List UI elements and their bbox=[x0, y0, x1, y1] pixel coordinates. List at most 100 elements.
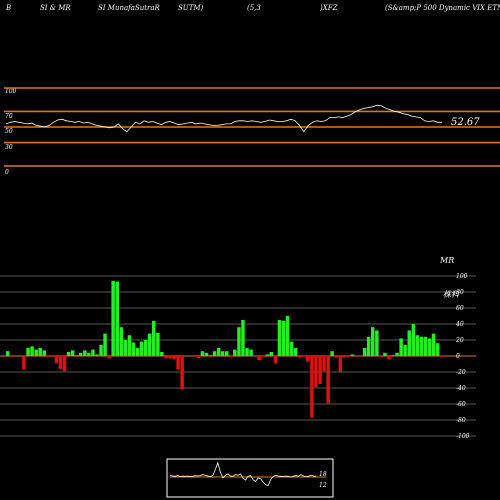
mrsi-bar-negative bbox=[22, 356, 26, 370]
mrsi-tick-label: -40 bbox=[456, 385, 466, 392]
mrsi-bar-negative bbox=[326, 356, 330, 404]
mrsi-bar-negative bbox=[180, 356, 184, 390]
mrsi-bar-negative bbox=[314, 356, 318, 388]
mrsi-bar-positive bbox=[366, 336, 371, 356]
mrsi-bar-negative bbox=[322, 356, 326, 372]
mrsi-tick-label: 60 bbox=[456, 305, 464, 312]
rsi-last-value: 52.67 bbox=[451, 117, 480, 128]
mini-panel: 18 12 bbox=[166, 458, 334, 498]
mrsi-bar-positive bbox=[399, 338, 403, 356]
mrsi-bar-positive bbox=[237, 327, 241, 356]
mrsi-bar-negative bbox=[176, 356, 180, 370]
mrsi-bar-negative bbox=[46, 356, 51, 357]
mrsi-bar-positive bbox=[289, 341, 294, 356]
mrsi-bar-positive bbox=[66, 352, 71, 356]
mrsi-bar-negative bbox=[229, 356, 233, 357]
mrsi-bar-positive bbox=[265, 354, 270, 356]
mrsi-bar-positive bbox=[423, 336, 428, 356]
mrsi-bar-negative bbox=[54, 356, 59, 364]
mrsi-bar-positive bbox=[330, 351, 334, 356]
mrsi-tick-label: -80 bbox=[456, 417, 466, 424]
header-item: (5,3 bbox=[247, 4, 261, 12]
mrsi-bar-positive bbox=[220, 351, 225, 356]
mrsi-bar-positive bbox=[204, 352, 209, 356]
mrsi-bar-positive bbox=[362, 348, 367, 356]
mrsi-bar-positive bbox=[371, 327, 375, 356]
mrsi-bar-positive bbox=[131, 342, 136, 356]
mrsi-tick-label: -100 bbox=[456, 433, 470, 440]
mrsi-bar-positive bbox=[212, 351, 217, 356]
mrsi-bar-positive bbox=[281, 320, 286, 356]
mrsi-tick-label: -20 bbox=[456, 369, 466, 376]
mrsi-bar-negative bbox=[261, 356, 265, 357]
header-item: (S&amp;P 500 Dynamic VIX ETN Ipat bbox=[385, 4, 500, 12]
mrsi-bar-positive bbox=[152, 320, 156, 356]
mrsi-bar-positive bbox=[395, 352, 399, 356]
mrsi-bar-positive bbox=[216, 348, 221, 356]
mrsi-bar-negative bbox=[338, 356, 343, 372]
mrsi-bar-positive bbox=[119, 327, 124, 356]
mrsi-bar-positive bbox=[427, 338, 432, 356]
mrsi-bar-positive bbox=[115, 281, 119, 356]
mrsi-bar-positive bbox=[419, 336, 424, 356]
mrsi-bar-positive bbox=[42, 350, 46, 356]
mrsi-bar-positive bbox=[431, 333, 436, 356]
header-item: SUTM) bbox=[178, 4, 204, 12]
mrsi-bar-negative bbox=[257, 356, 261, 360]
mrsi-bar-positive bbox=[79, 352, 83, 356]
mini-label: 18 bbox=[319, 471, 327, 478]
mrsi-bar-positive bbox=[87, 352, 91, 356]
mrsi-bar-negative bbox=[172, 356, 176, 360]
mrsi-bar-negative bbox=[168, 356, 172, 359]
mini-label: 12 bbox=[319, 482, 327, 489]
mrsi-bar-negative bbox=[387, 356, 391, 360]
mrsi-bar-positive bbox=[375, 330, 379, 356]
mrsi-bar-positive bbox=[285, 316, 290, 356]
mrsi-bar-positive bbox=[6, 351, 10, 356]
header-item: SI MunafaSutraR bbox=[98, 4, 161, 12]
mrsi-bar-positive bbox=[91, 349, 95, 356]
mrsi-bar-negative bbox=[107, 356, 111, 359]
mrsi-bar-negative bbox=[342, 356, 347, 358]
rsi-panel: 100 70 50 30 0 52.67 bbox=[4, 87, 500, 176]
mrsi-bar-positive bbox=[225, 351, 229, 356]
mrsi-bar-negative bbox=[302, 356, 306, 357]
mrsi-bar-positive bbox=[233, 349, 237, 356]
mrsi-bar-negative bbox=[298, 356, 302, 358]
mrsi-bar-positive bbox=[83, 350, 87, 356]
mrsi-bar-positive bbox=[26, 348, 30, 356]
mrsi-tick-label: 80 bbox=[456, 289, 464, 296]
mrsi-bar-positive bbox=[415, 335, 420, 356]
mini-series-line bbox=[169, 461, 317, 486]
mrsi-bar-positive bbox=[293, 348, 298, 356]
header-item: SI & MR bbox=[40, 4, 71, 12]
mrsi-bar-positive bbox=[38, 348, 42, 356]
mrsi-bar-positive bbox=[391, 355, 395, 356]
mrsi-bar-positive bbox=[135, 348, 140, 356]
mrsi-bar-negative bbox=[379, 356, 383, 357]
mrsi-bar-positive bbox=[34, 349, 38, 356]
mrsi-bar-positive bbox=[160, 352, 164, 356]
mrsi-bar-positive bbox=[350, 354, 355, 356]
chart-header: B SI & MR SI MunafaSutraR SUTM) (5,3 )XF… bbox=[5, 4, 500, 12]
header-item: )XFZ bbox=[319, 4, 338, 12]
mrsi-panel: MR 株科 100 80 60 40 20 0 -20 -40 -60 -80 -100 bbox=[0, 256, 476, 440]
mrsi-tick-label: 0 bbox=[456, 353, 460, 360]
mrsi-bar-negative bbox=[58, 356, 63, 369]
mrsi-bar-positive bbox=[127, 335, 132, 356]
mrsi-bar-positive bbox=[143, 340, 148, 356]
mrsi-bar-positive bbox=[277, 320, 282, 356]
header-item: B bbox=[5, 4, 11, 12]
mrsi-bar-negative bbox=[62, 356, 67, 372]
mrsi-bar-positive bbox=[95, 354, 99, 356]
rsi-level-label: 30 bbox=[5, 144, 13, 151]
mrsi-bar-negative bbox=[196, 356, 201, 359]
mrsi-sublabel: 株科 bbox=[443, 290, 460, 299]
mrsi-bar-negative bbox=[354, 356, 359, 357]
mrsi-bar-negative bbox=[273, 356, 278, 364]
mrsi-bar-negative bbox=[50, 356, 55, 357]
mrsi-bar-negative bbox=[10, 356, 14, 357]
mrsi-bar-positive bbox=[74, 355, 79, 356]
rsi-level-label: 0 bbox=[5, 169, 9, 176]
